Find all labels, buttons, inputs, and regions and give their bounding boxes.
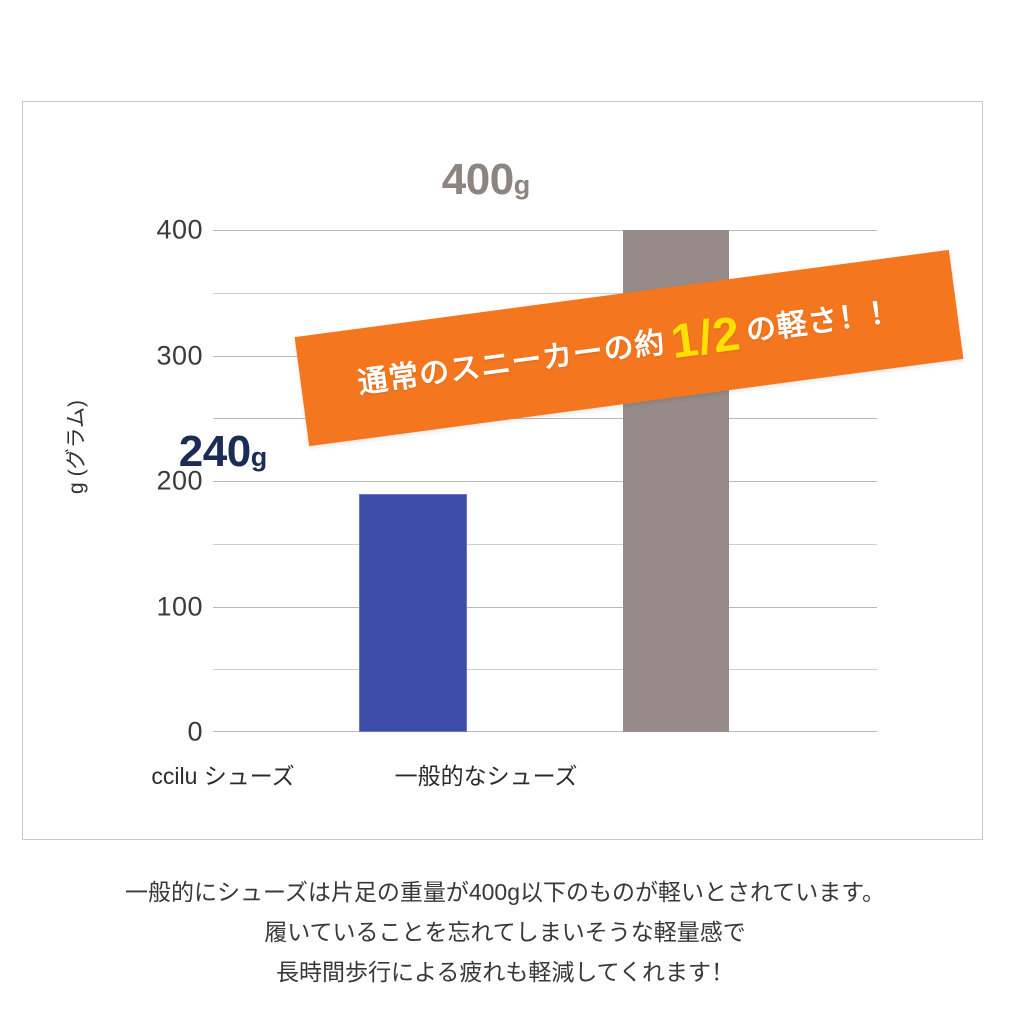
value-label-ccilu: 240g <box>133 430 313 474</box>
banner-text-highlight: 1/2 <box>667 306 744 369</box>
gridline-0 <box>213 731 877 732</box>
value-label-general-unit: g <box>513 170 531 200</box>
caption-line-2: 履いていることを忘れてしまいそうな軽量感で <box>264 919 746 945</box>
y-tick-200: 200 <box>156 465 203 496</box>
y-tick-400: 400 <box>156 214 203 245</box>
gridline-350 <box>213 292 877 294</box>
caption-line-3: 長時間歩行による疲れも軽減してくれます！ <box>276 959 734 985</box>
gridline-100 <box>213 606 877 608</box>
value-label-ccilu-number: 240 <box>178 427 251 476</box>
gridline-150 <box>213 543 877 545</box>
chart-card: 400 300 200 100 0 g (グラム) 240g 400g ccil… <box>22 101 983 840</box>
gridline-200 <box>213 481 877 482</box>
x-axis-label-ccilu: ccilu シューズ <box>151 763 295 789</box>
gridline-400 <box>213 230 877 231</box>
caption-line-1: 一般的にシューズは片足の重量が400g以下のものが軽いとされています。 <box>124 879 886 905</box>
y-axis-title: g (グラム) <box>65 400 88 494</box>
gridline-250 <box>213 418 877 420</box>
value-label-general-number: 400 <box>441 155 514 204</box>
value-label-general: 400g <box>396 158 576 202</box>
bar-ccilu-shoes[interactable] <box>359 493 467 732</box>
y-tick-0: 0 <box>187 716 203 747</box>
x-axis-label-general: 一般的なシューズ <box>394 763 578 789</box>
y-tick-100: 100 <box>156 591 203 621</box>
y-tick-300: 300 <box>156 340 203 370</box>
gridline-50 <box>213 669 877 671</box>
banner-text-post: の軽さ！！ <box>744 294 903 348</box>
banner-text-pre: 通常のスニーカーの約 <box>355 325 668 400</box>
caption-block: 一般的にシューズは片足の重量が400g以下のものが軽いとされています。 履いてい… <box>0 872 1010 992</box>
value-label-ccilu-unit: g <box>250 442 268 472</box>
y-axis-tick-labels: 400 300 200 100 0 <box>133 215 203 747</box>
